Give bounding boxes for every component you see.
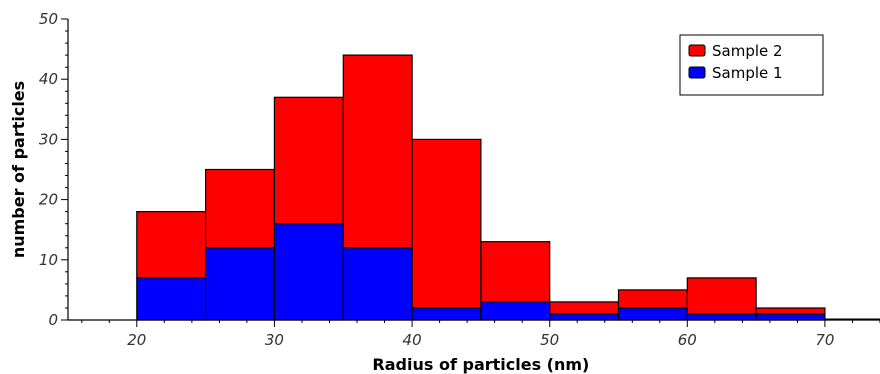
legend-label-sample-1: Sample 1 bbox=[712, 64, 783, 82]
y-axis-title: number of particles bbox=[9, 81, 28, 258]
y-axis-ticks: 0 10 20 30 40 50 bbox=[39, 10, 68, 329]
x-tick-label-30: 30 bbox=[265, 331, 284, 349]
bar-sample-2-bin-4 bbox=[411, 138, 482, 309]
bar-sample-2-bin-3 bbox=[342, 54, 413, 249]
x-tick-label-70: 70 bbox=[815, 331, 834, 349]
y-tick-label-0: 0 bbox=[48, 311, 58, 329]
bar-sample-1-bin-1 bbox=[205, 247, 276, 321]
bar-sample-1-bin-5 bbox=[480, 301, 551, 321]
bar-sample-2-bin-0 bbox=[136, 211, 207, 279]
bar-sample-1-bin-8 bbox=[686, 313, 757, 321]
bar-sample-1-bin-7 bbox=[617, 307, 688, 321]
x-tick-label-40: 40 bbox=[403, 331, 422, 349]
bar-sample-2-bin-6 bbox=[549, 301, 620, 315]
bar-sample-2-bin-8 bbox=[686, 277, 757, 315]
bars-group bbox=[136, 54, 880, 321]
legend-label-sample-2: Sample 2 bbox=[712, 42, 783, 60]
bar-sample-2-bin-7 bbox=[617, 289, 688, 309]
y-tick-label-40: 40 bbox=[39, 70, 58, 88]
x-tick-label-50: 50 bbox=[540, 331, 559, 349]
y-tick-label-30: 30 bbox=[39, 130, 58, 148]
legend-swatch-sample-1 bbox=[688, 66, 706, 79]
bar-sample-1-bin-3 bbox=[342, 247, 413, 321]
bar-sample-1-bin-6 bbox=[549, 313, 620, 321]
bar-sample-1-bin-0 bbox=[136, 277, 207, 321]
x-axis-title: Radius of particles (nm) bbox=[372, 355, 589, 374]
bar-sample-2-bin-2 bbox=[273, 96, 344, 225]
legend-swatch-sample-2 bbox=[688, 44, 706, 57]
x-axis-ticks: 20 30 40 50 60 70 bbox=[81, 320, 880, 349]
y-tick-label-20: 20 bbox=[39, 191, 58, 209]
x-tick-label-20: 20 bbox=[127, 331, 146, 349]
legend: Sample 2 Sample 1 bbox=[679, 34, 824, 96]
bar-sample-1-bin-2 bbox=[273, 223, 344, 321]
bar-sample-1-bin-9 bbox=[755, 313, 826, 321]
y-tick-label-10: 10 bbox=[39, 251, 58, 269]
bar-sample-1-bin-4 bbox=[411, 307, 482, 321]
y-tick-label-50: 50 bbox=[39, 10, 58, 28]
bar-sample-2-bin-1 bbox=[205, 168, 276, 249]
x-tick-label-60: 60 bbox=[678, 331, 697, 349]
bar-sample-2-bin-9 bbox=[755, 307, 826, 315]
bar-sample-2-bin-5 bbox=[480, 241, 551, 303]
